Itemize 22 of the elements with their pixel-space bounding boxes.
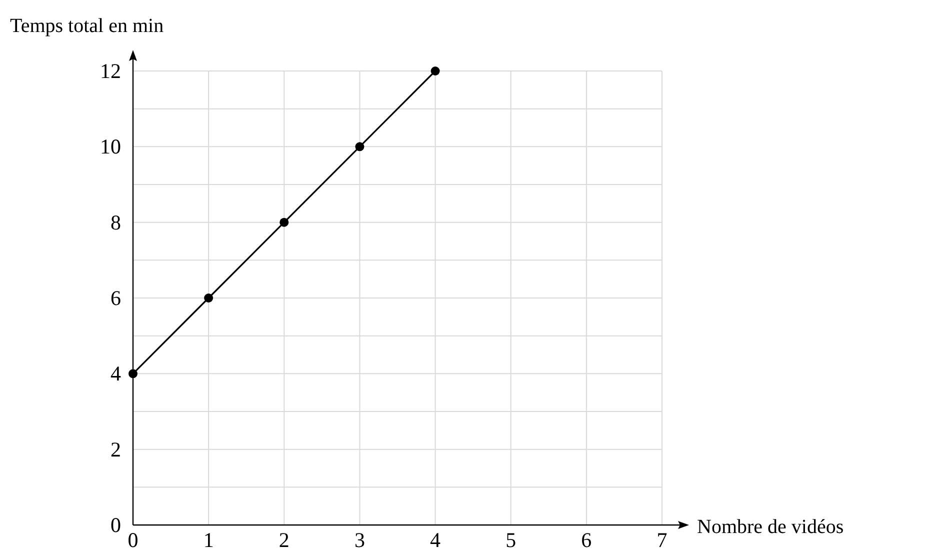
y-tick-label: 0 bbox=[110, 513, 121, 537]
y-tick-label: 8 bbox=[110, 210, 121, 234]
x-tick-label: 6 bbox=[581, 528, 592, 552]
x-axis-title: Nombre de vidéos bbox=[697, 516, 844, 538]
y-axis-title: Temps total en min bbox=[10, 15, 164, 37]
point bbox=[355, 142, 364, 152]
y-tick-label: 10 bbox=[100, 134, 121, 159]
y-tick-label: 2 bbox=[110, 437, 121, 462]
x-tick-label: 5 bbox=[506, 528, 516, 552]
x-tick-label: 2 bbox=[278, 528, 290, 552]
y-tick-label: 4 bbox=[110, 362, 122, 386]
x-tick-label: 4 bbox=[430, 528, 442, 552]
point bbox=[430, 66, 440, 76]
x-tick-label: 0 bbox=[128, 528, 138, 552]
point bbox=[280, 218, 289, 227]
point bbox=[204, 294, 214, 302]
x-tick-label: 7 bbox=[656, 528, 668, 552]
x-tick-label: 3 bbox=[354, 528, 365, 552]
x-tick-label: 1 bbox=[203, 528, 214, 552]
y-tick-label: 6 bbox=[110, 286, 121, 310]
y-tick-label: 12 bbox=[100, 59, 121, 83]
point bbox=[128, 369, 138, 378]
